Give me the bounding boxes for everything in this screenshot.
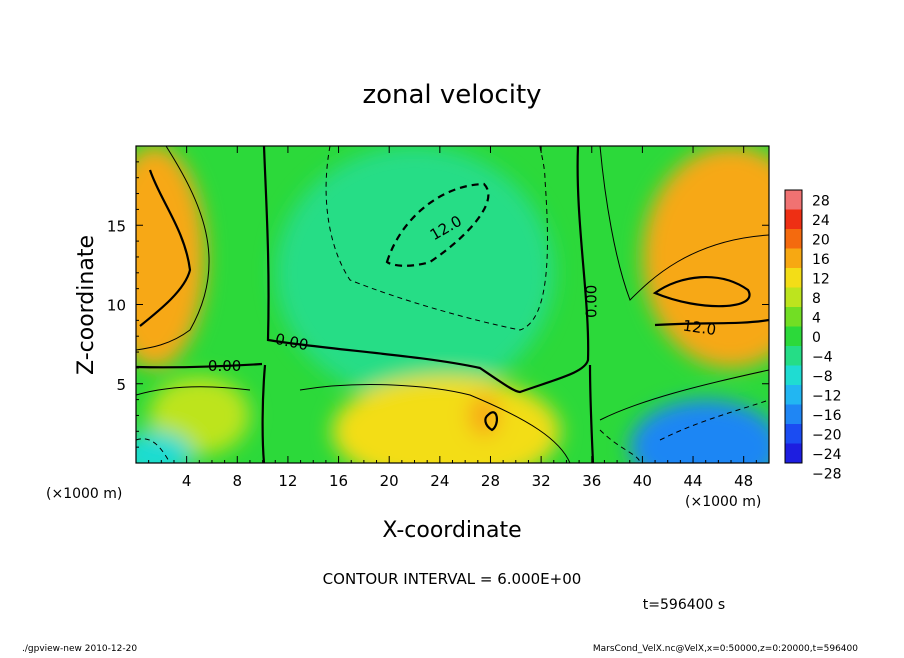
- colorbar-label: −16: [812, 408, 842, 424]
- colorbar-label: 12: [812, 272, 830, 288]
- time-text: t=596400 s: [643, 597, 725, 613]
- contour-label-4: 0.00: [208, 357, 241, 375]
- colorbar-swatch: [785, 248, 802, 268]
- colorbar-label: 28: [812, 194, 830, 210]
- colorbar-swatch: [785, 268, 802, 288]
- colorbar-swatch: [785, 385, 802, 405]
- colorbar-label: −20: [812, 428, 842, 444]
- colorbar-label: −8: [812, 369, 833, 385]
- contour-neg6-lines: [136, 146, 769, 463]
- colorbar-swatch: [785, 424, 802, 444]
- colorbar-label: 24: [812, 213, 830, 229]
- contour-6-lines: [136, 146, 769, 463]
- x-tick-label: 44: [683, 472, 702, 490]
- field-blob-5: [629, 399, 769, 463]
- field-blob-7: [468, 394, 500, 437]
- colorbar-label: 16: [812, 252, 830, 268]
- x-tick-label: 24: [430, 472, 449, 490]
- x-axis: 4 8 12 16 20 24 28 32 36 40 44 48: [148, 146, 757, 490]
- colorbar-label: −12: [812, 389, 842, 405]
- x-tick-label: 20: [380, 472, 399, 490]
- colorbar-swatch: [785, 190, 802, 210]
- colorbar-label: 4: [812, 311, 821, 327]
- contour-interval-text: CONTOUR INTERVAL = 6.000E+00: [323, 570, 582, 588]
- chart-title: zonal velocity: [362, 80, 541, 110]
- colorbar-swatch: [785, 229, 802, 249]
- x-tick-label: 16: [329, 472, 348, 490]
- x-tick-label: 32: [532, 472, 551, 490]
- contour-label-1: 0.00: [582, 285, 600, 318]
- footer-left: ./gpview-new 2010-12-20: [22, 644, 137, 654]
- field-blob-6: [332, 375, 561, 463]
- x-tick-label: 12: [278, 472, 297, 490]
- x-unit-label-left: (×1000 m): [46, 486, 122, 502]
- colorbar-swatch: [785, 209, 802, 229]
- colorbar-swatch: [785, 307, 802, 327]
- colorbar-swatch: [785, 404, 802, 424]
- y-tick-label: 15: [107, 217, 126, 235]
- colorbar-swatch: [785, 287, 802, 307]
- x-tick-label: 48: [734, 472, 753, 490]
- x-axis-label: X-coordinate: [382, 518, 521, 543]
- colorbar-label: −4: [812, 350, 833, 366]
- x-unit-label-right: (×1000 m): [685, 494, 761, 510]
- colorbar-swatch: [785, 443, 802, 463]
- x-tick-label: 40: [633, 472, 652, 490]
- contour-12-lines: [139, 169, 769, 432]
- colorbar-swatch: [785, 365, 802, 385]
- y-tick-label: 10: [107, 297, 126, 315]
- colorbar-label: −28: [812, 467, 842, 483]
- field-blobs: [136, 146, 769, 463]
- colorbar: 28 24 20 16 12 8 4 0 −4 −8 −12 −16 −20 −24 −28: [784, 189, 842, 483]
- colorbar-label: −24: [812, 447, 842, 463]
- field-blob-9: [136, 431, 193, 463]
- colorbar-swatch: [785, 346, 802, 366]
- field-blob-4: [642, 146, 769, 368]
- colorbar-label: 20: [812, 233, 830, 249]
- colorbar-label: 8: [812, 291, 821, 307]
- contour-label-2: 12.0: [682, 317, 718, 339]
- colorbar-swatch: [785, 326, 802, 346]
- colorbar-label: 0: [812, 330, 821, 346]
- x-tick-label: 28: [481, 472, 500, 490]
- y-tick-label: 5: [116, 376, 126, 394]
- x-tick-label: 36: [582, 472, 601, 490]
- field-blob-2: [275, 146, 554, 400]
- y-axis: 5 10 15: [107, 161, 769, 448]
- contour-zero-lines: [136, 146, 595, 463]
- x-tick-label: 4: [182, 472, 192, 490]
- field-blob-0: [136, 146, 206, 368]
- colorbar-frame: [784, 189, 803, 464]
- footer-right: MarsCond_VelX.nc@VelX,x=0:50000,z=0:2000…: [593, 644, 858, 654]
- x-tick-label: 8: [233, 472, 243, 490]
- y-axis-label: Z-coordinate: [74, 235, 99, 375]
